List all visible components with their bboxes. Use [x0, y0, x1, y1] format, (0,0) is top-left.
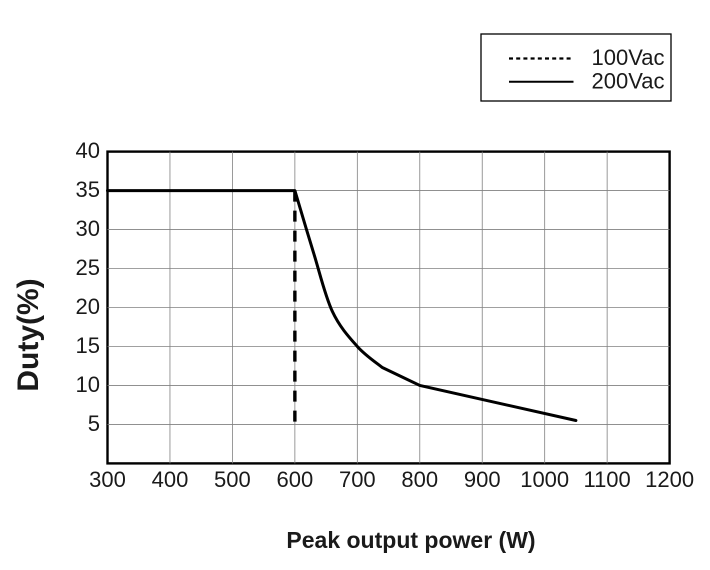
svg-text:20: 20 [76, 294, 100, 319]
svg-text:100Vac: 100Vac [592, 45, 665, 70]
svg-text:35: 35 [76, 177, 100, 202]
svg-text:Peak output power (W): Peak output power (W) [286, 527, 535, 553]
svg-text:1200: 1200 [645, 467, 694, 492]
svg-text:5: 5 [88, 411, 100, 436]
svg-text:200Vac: 200Vac [592, 69, 665, 94]
svg-text:400: 400 [152, 467, 189, 492]
svg-text:10: 10 [76, 372, 100, 397]
svg-text:1000: 1000 [520, 467, 569, 492]
svg-text:15: 15 [76, 333, 100, 358]
svg-text:30: 30 [76, 216, 100, 241]
svg-text:300: 300 [89, 467, 126, 492]
svg-text:40: 40 [76, 138, 100, 163]
svg-text:600: 600 [277, 467, 314, 492]
svg-text:1100: 1100 [583, 467, 630, 492]
svg-text:Duty(%): Duty(%) [12, 278, 45, 391]
svg-text:700: 700 [339, 467, 376, 492]
svg-text:800: 800 [401, 467, 438, 492]
svg-text:500: 500 [214, 467, 251, 492]
svg-text:900: 900 [464, 467, 501, 492]
svg-text:25: 25 [76, 255, 100, 280]
